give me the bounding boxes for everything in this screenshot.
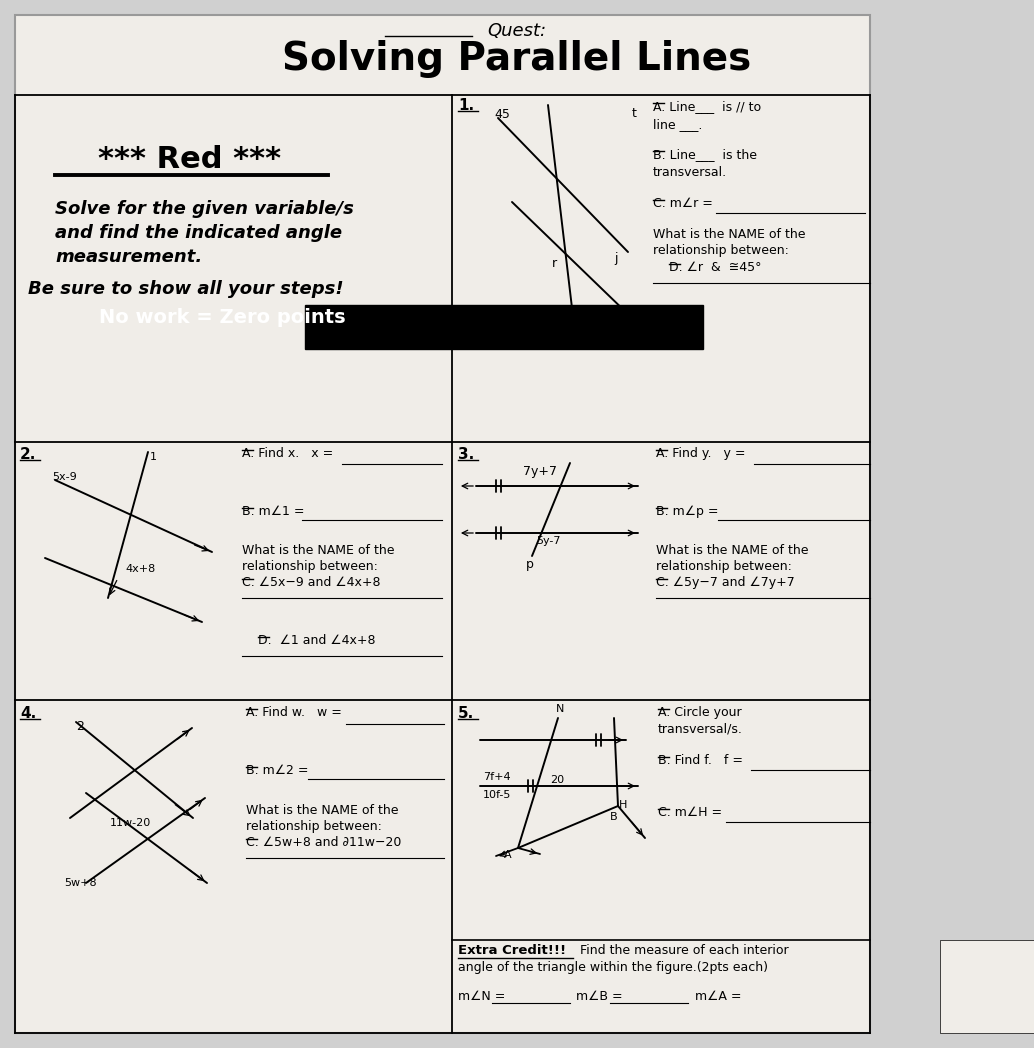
Text: 5y-7: 5y-7	[536, 536, 560, 546]
Text: 2: 2	[77, 720, 84, 733]
Text: relationship between:: relationship between:	[246, 820, 382, 833]
Text: 20: 20	[550, 776, 565, 785]
Text: A. Find w.   w =: A. Find w. w =	[246, 706, 342, 719]
Text: What is the NAME of the: What is the NAME of the	[653, 228, 805, 241]
Text: t: t	[632, 107, 637, 121]
Text: m∠B =: m∠B =	[576, 990, 631, 1003]
Text: B. m∠1 =: B. m∠1 =	[242, 505, 304, 518]
Text: A: A	[504, 850, 512, 860]
Text: relationship between:: relationship between:	[653, 244, 789, 257]
Text: A. Find y.   y =: A. Find y. y =	[656, 447, 746, 460]
Text: C. m∠r =: C. m∠r =	[653, 197, 712, 210]
Text: 5.: 5.	[458, 706, 475, 721]
Bar	[16, 15, 870, 1033]
Text: angle of the triangle within the figure.(2pts each): angle of the triangle within the figure.…	[458, 961, 768, 974]
Text: C. ∠5x−9 and ∠4x+8: C. ∠5x−9 and ∠4x+8	[242, 576, 381, 589]
Text: 5x-9: 5x-9	[52, 472, 77, 482]
Text: measurement.: measurement.	[55, 248, 203, 266]
Text: p: p	[526, 558, 534, 571]
Text: 11w-20: 11w-20	[110, 818, 151, 828]
Text: transversal/s.: transversal/s.	[658, 722, 742, 735]
Text: relationship between:: relationship between:	[656, 560, 792, 573]
Text: m∠A =: m∠A =	[695, 990, 741, 1003]
Text: and find the indicated angle: and find the indicated angle	[55, 224, 342, 242]
Text: Solving Parallel Lines: Solving Parallel Lines	[282, 40, 752, 78]
Text: Extra Credit!!!: Extra Credit!!!	[458, 944, 567, 957]
Text: C. ∠5y−7 and ∠7y+7: C. ∠5y−7 and ∠7y+7	[656, 576, 795, 589]
Text: 7y+7: 7y+7	[523, 465, 557, 478]
Text: m∠N =: m∠N =	[458, 990, 513, 1003]
Text: D.  ∠1 and ∠4x+8: D. ∠1 and ∠4x+8	[258, 634, 375, 647]
Bar	[940, 940, 1034, 1033]
Text: C. m∠H =: C. m∠H =	[658, 806, 722, 818]
Text: 4x+8: 4x+8	[125, 564, 155, 574]
Text: N: N	[556, 704, 565, 714]
Text: A. Line___  is // to: A. Line___ is // to	[653, 100, 761, 113]
Text: What is the NAME of the: What is the NAME of the	[656, 544, 809, 556]
Text: What is the NAME of the: What is the NAME of the	[246, 804, 398, 817]
Text: m: m	[568, 302, 580, 315]
Text: Solve for the given variable/s: Solve for the given variable/s	[55, 200, 354, 218]
Text: 45: 45	[494, 108, 510, 121]
Text: 5w+8: 5w+8	[64, 878, 96, 888]
Text: 1.: 1.	[458, 99, 475, 113]
Text: B. Line___  is the: B. Line___ is the	[653, 148, 757, 161]
Text: A. Find x.   x =: A. Find x. x =	[242, 447, 333, 460]
Text: 2.: 2.	[20, 447, 36, 462]
Text: D. ∠r  &  ≅45°: D. ∠r & ≅45°	[669, 261, 761, 274]
Text: 7f+4: 7f+4	[483, 772, 511, 782]
Text: B. Find f.   f =: B. Find f. f =	[658, 754, 743, 767]
Text: 1: 1	[150, 452, 157, 462]
Text: 4.: 4.	[20, 706, 36, 721]
Text: H: H	[619, 800, 628, 810]
Text: A. Circle your: A. Circle your	[658, 706, 741, 719]
Text: r: r	[552, 257, 557, 270]
Text: No work = Zero points: No work = Zero points	[98, 308, 345, 327]
Text: C. ∠5w+8 and ∂11w−20: C. ∠5w+8 and ∂11w−20	[246, 836, 401, 849]
Text: What is the NAME of the: What is the NAME of the	[242, 544, 395, 556]
Text: B. m∠p =: B. m∠p =	[656, 505, 719, 518]
Text: Quest:: Quest:	[487, 22, 547, 40]
Text: j: j	[614, 252, 617, 265]
Text: B: B	[610, 812, 617, 822]
Text: B. m∠2 =: B. m∠2 =	[246, 764, 308, 777]
Text: transversal.: transversal.	[653, 166, 727, 179]
Text: line ___.: line ___.	[653, 118, 702, 131]
Text: Find the measure of each interior: Find the measure of each interior	[580, 944, 789, 957]
Text: *** Red ***: *** Red ***	[98, 145, 281, 174]
Bar	[305, 305, 703, 349]
Text: 3.: 3.	[458, 447, 475, 462]
Text: 10f-5: 10f-5	[483, 790, 512, 800]
Text: Be sure to show all your steps!: Be sure to show all your steps!	[28, 280, 343, 298]
Text: relationship between:: relationship between:	[242, 560, 377, 573]
